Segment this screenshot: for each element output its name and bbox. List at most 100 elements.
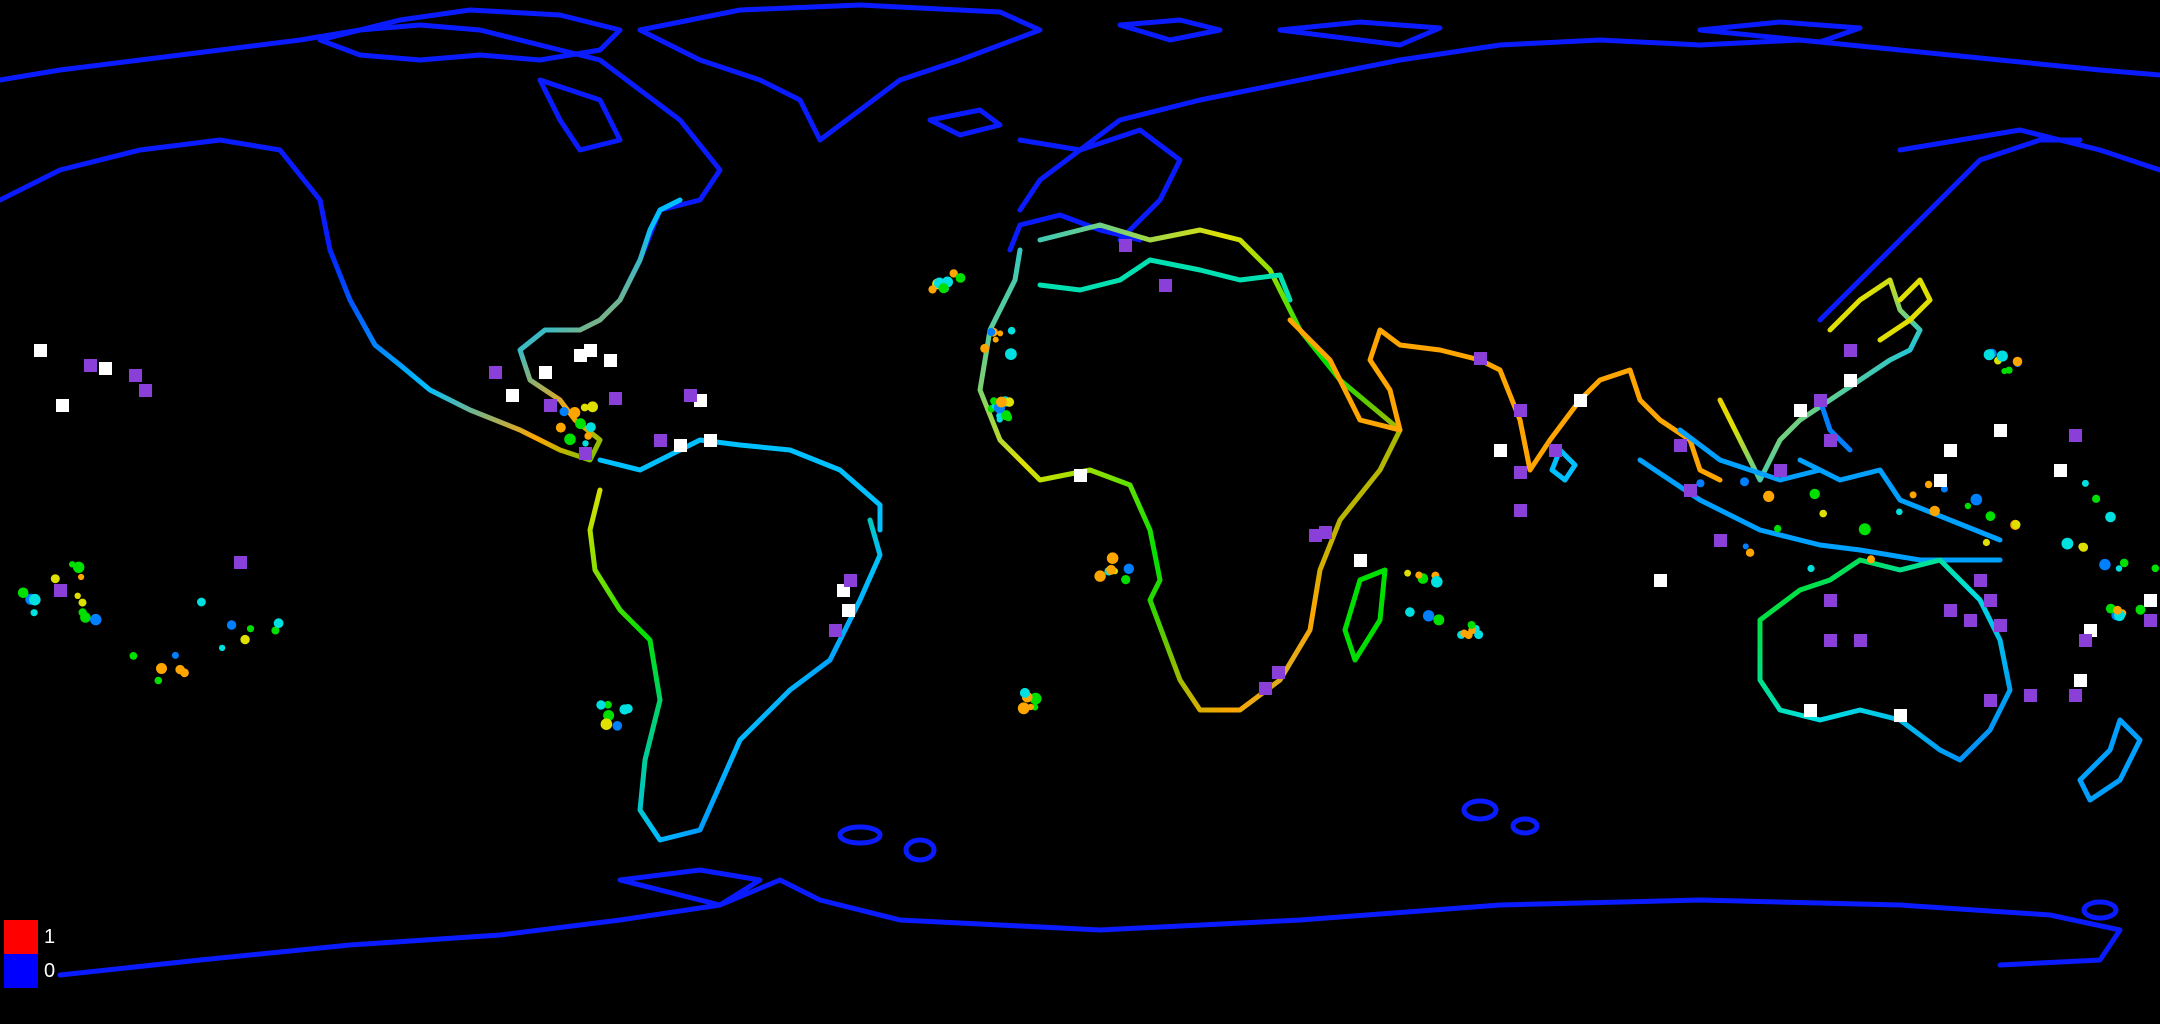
ocean-point xyxy=(1431,576,1443,588)
site-marker-purple xyxy=(1514,404,1527,417)
site-marker-white xyxy=(1354,554,1367,567)
ocean-point xyxy=(987,327,996,337)
ocean-point xyxy=(604,700,612,709)
ocean-point xyxy=(73,561,85,573)
ocean-point xyxy=(1964,502,1972,510)
ocean-point xyxy=(1019,687,1030,698)
ocean-point xyxy=(218,644,226,652)
site-marker-purple xyxy=(2024,689,2037,702)
ocean-point xyxy=(2061,537,2074,550)
site-marker-purple xyxy=(2069,429,2082,442)
ocean-point xyxy=(1019,705,1027,713)
legend-label-low: 0 xyxy=(44,959,56,982)
ocean-point xyxy=(992,336,999,343)
site-marker-purple xyxy=(1824,434,1837,447)
ocean-point xyxy=(226,620,237,630)
ocean-point xyxy=(586,422,596,432)
site-marker-purple xyxy=(1824,594,1837,607)
ocean-point xyxy=(555,422,566,433)
ocean-point xyxy=(154,676,163,685)
ocean-point xyxy=(17,587,29,599)
ocean-point xyxy=(2105,511,2116,523)
ocean-point xyxy=(564,433,576,446)
ocean-point xyxy=(1005,348,1017,360)
ocean-point xyxy=(1696,479,1705,488)
site-marker-white xyxy=(1894,709,1907,722)
site-markers xyxy=(34,239,2157,722)
ocean-point xyxy=(90,613,102,626)
site-marker-purple xyxy=(1964,614,1977,627)
site-marker-purple xyxy=(1259,682,1272,695)
site-marker-purple xyxy=(1684,484,1697,497)
ocean-point xyxy=(1924,480,1933,489)
ocean-point xyxy=(596,700,606,710)
site-marker-purple xyxy=(544,399,557,412)
ocean-point xyxy=(78,608,87,617)
ocean-point xyxy=(1867,555,1875,564)
site-marker-purple xyxy=(1994,619,2007,632)
site-marker-purple xyxy=(1814,394,1827,407)
site-marker-white xyxy=(1934,474,1947,487)
site-marker-purple xyxy=(1319,526,1332,539)
ocean-point xyxy=(1745,548,1755,557)
ocean-point xyxy=(2092,494,2101,503)
ocean-point xyxy=(600,718,613,730)
ocean-point xyxy=(1007,326,1016,335)
ocean-point xyxy=(580,403,589,412)
site-marker-white xyxy=(1574,394,1587,407)
ocean-point xyxy=(30,609,38,617)
ocean-point xyxy=(623,704,633,714)
ocean-point xyxy=(240,634,250,645)
ocean-point xyxy=(1121,575,1131,585)
ocean-point xyxy=(1029,692,1042,705)
ocean-point xyxy=(78,598,87,607)
site-marker-purple xyxy=(2079,634,2092,647)
ocean-point xyxy=(997,330,1004,337)
site-marker-purple xyxy=(1854,634,1867,647)
ocean-point xyxy=(129,652,138,660)
site-marker-purple xyxy=(654,434,667,447)
site-marker-purple xyxy=(2144,614,2157,627)
ocean-point xyxy=(180,668,189,678)
site-marker-purple xyxy=(129,369,142,382)
site-marker-purple xyxy=(1944,604,1957,617)
ocean-point xyxy=(1819,509,1827,518)
site-marker-white xyxy=(1654,574,1667,587)
ocean-point xyxy=(1970,493,1983,506)
site-marker-white xyxy=(574,349,587,362)
site-marker-purple xyxy=(139,384,152,397)
ocean-point xyxy=(1929,505,1940,517)
ocean-point xyxy=(273,618,284,629)
site-marker-white xyxy=(694,394,707,407)
site-marker-purple xyxy=(1514,504,1527,517)
ocean-point xyxy=(1094,570,1106,582)
ocean-point xyxy=(271,626,280,635)
site-marker-purple xyxy=(1272,666,1285,679)
site-marker-purple xyxy=(844,574,857,587)
ocean-point xyxy=(955,273,966,283)
legend: 1 0 xyxy=(4,920,55,988)
site-marker-purple xyxy=(1549,444,1562,457)
ocean-point xyxy=(990,397,998,405)
ocean-point xyxy=(2135,604,2146,615)
ocean-point xyxy=(575,418,586,430)
site-marker-white xyxy=(584,344,597,357)
ocean-point xyxy=(1996,350,2008,362)
site-marker-white xyxy=(99,362,112,375)
ocean-point xyxy=(1106,564,1117,575)
ocean-point xyxy=(1985,511,1996,522)
ocean-point xyxy=(171,651,179,659)
ocean-point xyxy=(1740,477,1749,487)
ocean-point xyxy=(69,561,76,568)
ocean-point xyxy=(1809,488,1820,500)
ocean-point xyxy=(2081,479,2089,487)
site-marker-purple xyxy=(1309,529,1322,542)
ocean-point xyxy=(2119,558,2129,568)
site-marker-purple xyxy=(1474,352,1487,365)
ocean-point xyxy=(1415,571,1423,579)
site-marker-purple xyxy=(1984,694,1997,707)
ocean-point xyxy=(2151,564,2160,573)
ocean-point xyxy=(1422,610,1435,622)
ocean-point xyxy=(584,432,592,440)
